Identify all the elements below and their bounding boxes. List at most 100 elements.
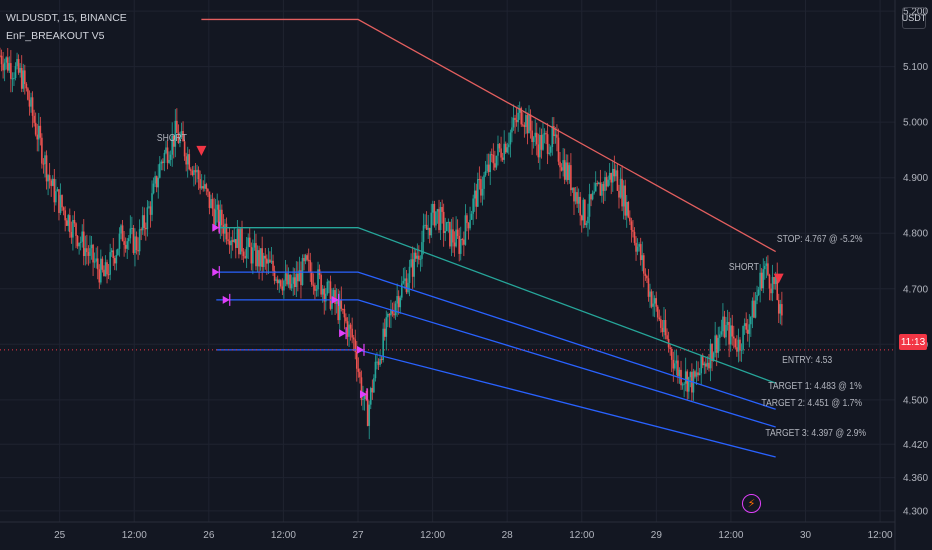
candle-body (467, 222, 470, 229)
candle-body (312, 284, 315, 286)
target-3-label: TARGET 3: 4.397 @ 2.9% (765, 428, 866, 439)
lightning-icon[interactable]: ⚡ (742, 494, 761, 513)
candle-body (348, 324, 350, 337)
candle-body (756, 295, 758, 301)
target-1-label: TARGET 1: 4.483 @ 1% (768, 381, 862, 392)
candle-body (619, 178, 622, 198)
candle-body (719, 334, 721, 338)
candle-body (649, 291, 651, 297)
candle-body (717, 337, 720, 353)
candle-body (149, 206, 152, 215)
candle-body (328, 281, 330, 283)
candle-body (526, 115, 529, 134)
candle-body (776, 274, 779, 301)
candle-body (543, 133, 546, 135)
candle-body (750, 317, 752, 325)
candle-body (436, 209, 439, 212)
candle-body (672, 359, 675, 369)
level-line-stop (201, 18, 776, 253)
indicator-title[interactable]: EnF_BREAKOUT V5 (6, 30, 105, 42)
candle-body (439, 207, 442, 231)
candle-body (84, 248, 87, 257)
x-tick-label: 27 (352, 530, 364, 541)
candle-body (62, 207, 65, 211)
candle-body (20, 67, 23, 89)
candle-body (297, 273, 299, 282)
x-tick-label: 29 (651, 530, 663, 541)
candle-body (684, 371, 687, 384)
candle-body (337, 299, 339, 321)
candle-body (660, 319, 662, 328)
candle-body (242, 251, 245, 257)
candle-body (588, 194, 591, 217)
candle-body (307, 259, 310, 261)
candle-body (186, 154, 189, 165)
candle-body (546, 134, 549, 154)
candle-body (636, 246, 639, 252)
candle-body (746, 329, 749, 334)
candle-body (393, 313, 395, 316)
candle-body (162, 161, 164, 164)
candle-body (504, 143, 507, 153)
candle-body (366, 399, 369, 426)
candle-body (253, 243, 256, 248)
candle-body (158, 163, 161, 178)
candle-body (641, 255, 644, 261)
target-2-label: TARGET 2: 4.451 @ 1.7% (761, 398, 862, 409)
candle-body (72, 219, 74, 238)
candle-body (309, 260, 312, 273)
x-tick-label: 28 (502, 530, 514, 541)
last-price-tag: 11:13 (899, 334, 927, 350)
candle-body (315, 289, 318, 291)
candle-body (214, 209, 217, 226)
candle-body (191, 170, 194, 175)
candle-body (455, 229, 457, 247)
candle-body (216, 204, 218, 210)
candle-body (577, 196, 580, 204)
candle-body (320, 275, 322, 295)
currency-button[interactable]: USDT (902, 7, 926, 29)
candle-body (574, 192, 577, 202)
candle-body (135, 236, 138, 251)
candle-body (518, 108, 521, 113)
candle-body (444, 231, 447, 234)
candle-body (314, 285, 316, 291)
candle-body (743, 323, 746, 327)
candle-body (238, 229, 240, 255)
candle-body (121, 225, 124, 242)
candle-body (495, 155, 498, 168)
candle-body (188, 154, 191, 170)
candle-body (25, 83, 28, 89)
y-tick-label: 5.200 (903, 7, 928, 18)
candle-body (118, 233, 121, 249)
short-signal-triangle (196, 145, 207, 156)
candle-body (728, 321, 730, 345)
candle-body (587, 216, 589, 224)
candle-body (447, 221, 450, 223)
candle-body (190, 169, 192, 171)
candle-body (548, 152, 550, 154)
candle-body (469, 219, 471, 229)
candle-body (321, 288, 324, 295)
candle-body (674, 363, 676, 369)
candle-body (781, 304, 783, 316)
level-line-target-2 (216, 299, 776, 428)
candle-body (140, 229, 142, 231)
candle-body (388, 313, 391, 316)
candle-body (267, 259, 270, 264)
candle-body (37, 125, 40, 140)
y-tick-label: 5.000 (903, 118, 928, 129)
candle-body (107, 274, 110, 276)
candle-body (489, 154, 492, 173)
candle-body (703, 363, 706, 366)
candle-body (400, 283, 403, 298)
candle-body (695, 372, 698, 377)
candle-body (615, 170, 617, 177)
level-line-target-1 (216, 271, 776, 410)
candle-body (521, 124, 524, 126)
candle-body (134, 236, 136, 253)
candle-body (500, 148, 502, 158)
candle-body (535, 132, 538, 145)
candle-body (193, 170, 195, 175)
